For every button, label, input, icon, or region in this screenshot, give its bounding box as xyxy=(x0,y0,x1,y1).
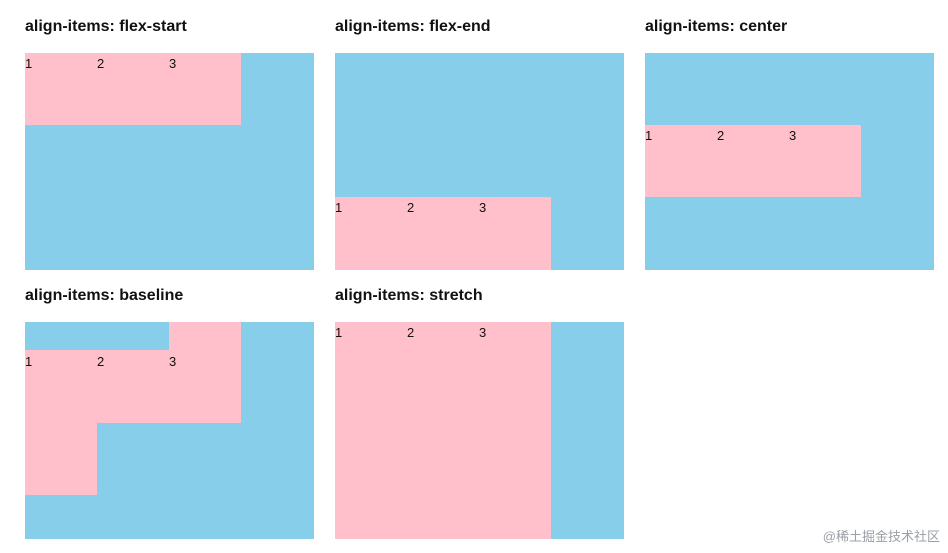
item-2-label: 2 xyxy=(97,354,105,369)
flex-container-flex-start: 1 2 3 xyxy=(25,53,314,270)
flex-item-2 xyxy=(97,350,169,423)
item-2-label: 2 xyxy=(407,325,415,340)
panel-title-flex-start: align-items: flex-start xyxy=(25,18,187,35)
flex-items-block xyxy=(335,322,551,539)
item-2-label: 2 xyxy=(407,200,415,215)
flex-items-block xyxy=(25,53,241,125)
flex-container-center: 1 2 3 xyxy=(645,53,934,270)
item-2-label: 2 xyxy=(97,56,105,71)
item-3-label: 3 xyxy=(169,56,177,71)
flex-container-flex-end: 1 2 3 xyxy=(335,53,624,270)
flex-container-baseline: 1 2 3 xyxy=(25,322,314,539)
item-1-label: 1 xyxy=(25,56,33,71)
flex-items-block xyxy=(645,125,861,197)
item-2-label: 2 xyxy=(717,128,725,143)
flex-container-stretch: 1 2 3 xyxy=(335,322,624,539)
panel-title-center: align-items: center xyxy=(645,18,788,35)
item-3-label: 3 xyxy=(479,200,487,215)
flex-items-block xyxy=(335,197,551,270)
panel-title-flex-end: align-items: flex-end xyxy=(335,18,491,35)
panel-title-baseline: align-items: baseline xyxy=(25,287,184,304)
item-1-label: 1 xyxy=(25,354,33,369)
item-3-label: 3 xyxy=(479,325,487,340)
flex-item-3 xyxy=(169,322,241,423)
item-3-label: 3 xyxy=(789,128,797,143)
panel-title-stretch: align-items: stretch xyxy=(335,287,483,304)
watermark: @稀土掘金技术社区 xyxy=(822,529,940,544)
item-1-label: 1 xyxy=(335,200,343,215)
item-3-label: 3 xyxy=(169,354,177,369)
flex-item-1 xyxy=(25,350,97,495)
item-1-label: 1 xyxy=(335,325,343,340)
item-1-label: 1 xyxy=(645,128,653,143)
